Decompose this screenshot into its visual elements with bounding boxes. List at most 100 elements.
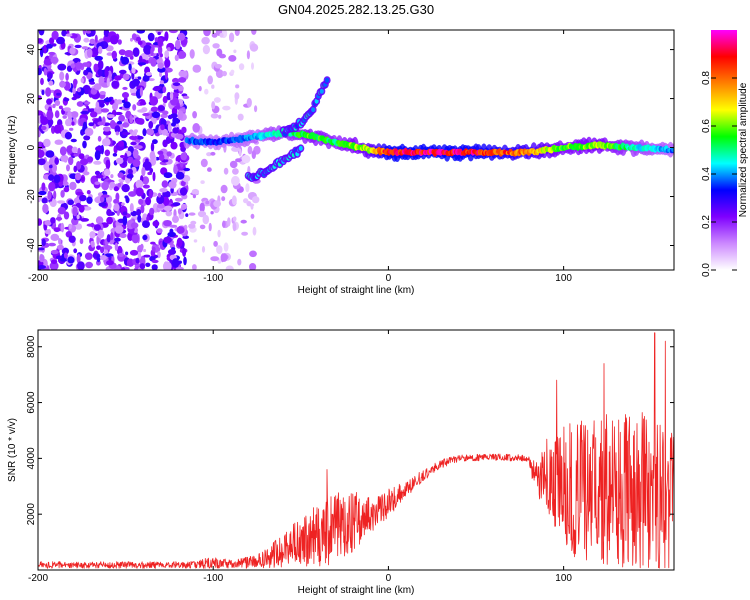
noise-blob: [47, 72, 53, 80]
noise-blob: [204, 88, 209, 95]
noise-blob: [120, 155, 125, 158]
noise-blob: [79, 194, 87, 202]
noise-blob: [241, 154, 251, 164]
noise-blob: [200, 180, 205, 185]
noise-blob: [150, 47, 154, 56]
noise-blob: [72, 87, 76, 95]
noise-blob: [57, 63, 67, 71]
noise-blob: [104, 253, 114, 258]
branch-core: [311, 107, 316, 113]
noise-blob: [84, 101, 91, 105]
noise-blob: [192, 123, 200, 133]
noise-blob: [135, 36, 141, 42]
noise-blob: [249, 263, 257, 270]
noise-blob: [130, 37, 133, 42]
colorbar-ticks: 0.0 0.2 0.4 0.6 0.8: [701, 71, 737, 277]
noise-blob: [71, 121, 75, 126]
noise-blob: [223, 167, 229, 175]
noise-blob: [216, 48, 223, 57]
noise-blob: [83, 121, 87, 129]
noise-blob: [93, 63, 99, 73]
noise-blob: [175, 171, 185, 180]
noise-blob: [140, 204, 145, 214]
noise-blob: [237, 113, 244, 121]
noise-blob: [86, 223, 96, 227]
noise-blob: [129, 249, 139, 256]
noise-blob: [250, 203, 254, 210]
noise-blob: [214, 64, 222, 69]
noise-blob: [148, 189, 153, 199]
noise-blob: [178, 70, 188, 78]
noise-blob: [70, 63, 76, 69]
noise-blob: [48, 181, 56, 192]
noise-blob: [117, 39, 122, 45]
noise-blob: [212, 43, 220, 49]
noise-blob: [83, 69, 89, 76]
noise-blob: [141, 166, 146, 177]
noise-blob: [201, 246, 206, 253]
noise-blob: [45, 43, 53, 49]
noise-blob: [150, 106, 159, 113]
noise-blob: [132, 148, 139, 159]
noise-blob: [124, 50, 134, 58]
spectrogram-xlabel: Height of straight line (km): [298, 285, 415, 296]
noise-blob: [38, 68, 42, 76]
noise-blob: [50, 217, 56, 224]
noise-blob: [142, 113, 150, 117]
noise-blob: [114, 75, 122, 81]
noise-blob: [142, 128, 147, 137]
noise-blob: [89, 81, 96, 85]
noise-blob: [126, 258, 135, 267]
noise-blob: [149, 96, 159, 106]
noise-blob: [159, 71, 162, 78]
noise-blob: [103, 97, 112, 103]
x-tick-label: 100: [555, 573, 572, 584]
noise-blob: [147, 78, 155, 82]
noise-blob: [102, 138, 111, 147]
noise-blob: [167, 123, 172, 133]
noise-blob: [157, 37, 164, 48]
noise-blob: [104, 68, 109, 78]
colorbar-label: Normalized spectral amplitude: [738, 82, 749, 217]
noise-blob: [154, 37, 159, 43]
noise-blob: [158, 153, 165, 161]
noise-blob: [237, 258, 242, 266]
noise-blob: [234, 92, 240, 100]
noise-blob: [114, 242, 119, 251]
noise-blob: [93, 160, 102, 165]
noise-blob: [213, 240, 218, 247]
noise-blob: [85, 30, 92, 34]
noise-blob: [130, 222, 139, 229]
noise-blob: [145, 196, 152, 206]
noise-blob: [47, 190, 52, 200]
noise-blob: [160, 118, 167, 127]
noise-blob: [121, 202, 125, 206]
noise-blob: [67, 111, 72, 119]
noise-blob: [206, 152, 212, 157]
noise-blob: [40, 113, 44, 122]
noise-blob: [246, 97, 252, 108]
noise-blob: [149, 33, 155, 40]
noise-blob: [118, 49, 126, 56]
noise-blob: [135, 257, 140, 264]
noise-blob: [157, 105, 165, 111]
noise-blob: [129, 203, 134, 213]
noise-blob: [101, 194, 110, 198]
noise-blob: [122, 73, 130, 81]
noise-blob: [84, 252, 93, 260]
noise-blob: [124, 267, 130, 270]
noise-blob: [95, 101, 100, 109]
noise-blob: [51, 43, 57, 47]
noise-blob: [45, 150, 55, 158]
noise-blob: [51, 264, 58, 270]
noise-blob: [41, 182, 46, 191]
noise-blob: [121, 99, 126, 103]
noise-blob: [138, 55, 143, 63]
noise-blob: [80, 158, 89, 166]
noise-blob: [86, 196, 93, 204]
noise-blob: [142, 234, 148, 241]
noise-blob: [48, 158, 54, 165]
noise-blob: [238, 148, 242, 157]
noise-blob: [39, 254, 45, 263]
noise-blob: [122, 211, 128, 216]
